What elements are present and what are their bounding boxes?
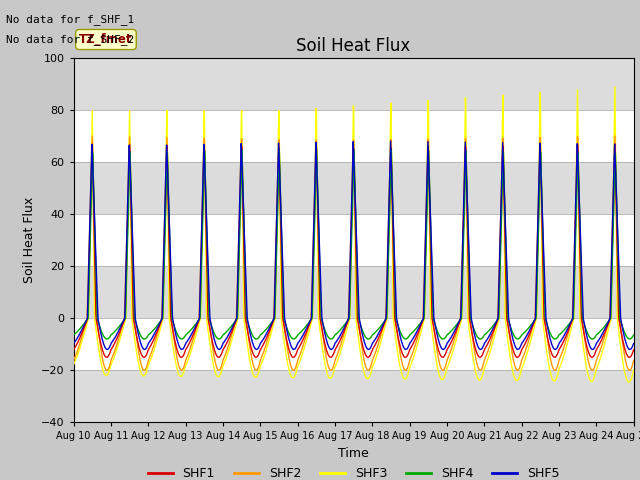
Bar [74, 266, 634, 318]
X-axis label: Time: Time [338, 447, 369, 460]
Text: TZ_fmet: TZ_fmet [79, 33, 132, 46]
Bar [74, 162, 634, 214]
Text: No data for f_SHF_1: No data for f_SHF_1 [6, 14, 134, 25]
Bar [74, 370, 634, 422]
Legend: SHF1, SHF2, SHF3, SHF4, SHF5: SHF1, SHF2, SHF3, SHF4, SHF5 [143, 462, 564, 480]
Y-axis label: Soil Heat Flux: Soil Heat Flux [22, 197, 35, 283]
Text: No data for f_SHF_2: No data for f_SHF_2 [6, 34, 134, 45]
Bar [74, 58, 634, 110]
Title: Soil Heat Flux: Soil Heat Flux [296, 36, 411, 55]
